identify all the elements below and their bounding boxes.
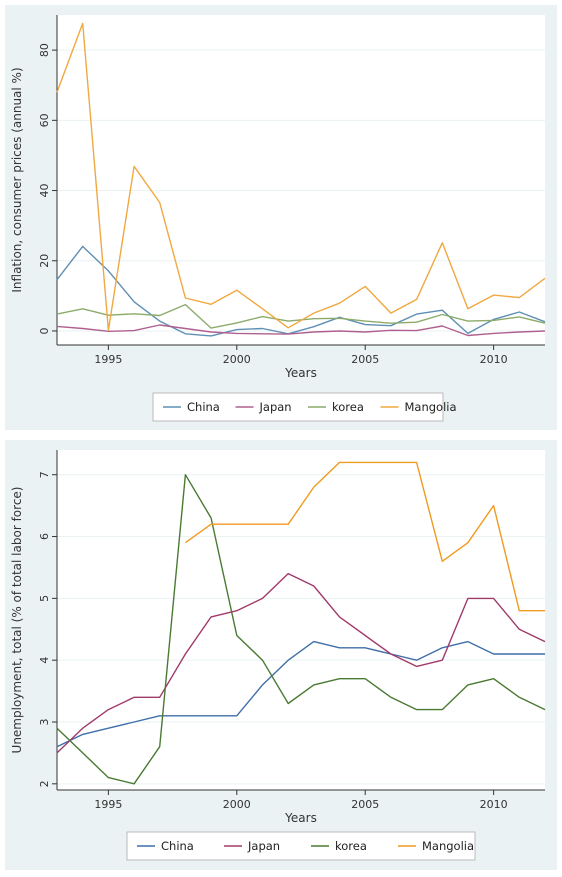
legend-label: korea (335, 839, 367, 853)
x-tick-label: 2005 (351, 798, 379, 811)
unemployment-chart-panel: 2 3 4 5 6 7 1995 2000 2005 2010 Years Unemployment,… (5, 440, 557, 870)
y-tick-label: 5 (38, 595, 51, 602)
y-tick-label: 6 (38, 533, 51, 540)
x-tick-label: 1995 (94, 798, 122, 811)
x-tick-label: 2000 (223, 353, 251, 366)
x-axis-label: Years (284, 811, 317, 825)
legend-label: Japan (259, 400, 292, 414)
y-axis-label: Unemployment, total (% of total labor fo… (10, 487, 24, 754)
series-line-mangolia (56, 22, 546, 331)
unemployment-line-chart: 2 3 4 5 6 7 1995 2000 2005 2010 Years Unemployment,… (10, 450, 546, 861)
y-tick-label: 0 (38, 327, 51, 334)
y-tick-label: 3 (38, 719, 51, 726)
series-line-japan (56, 572, 546, 754)
y-tick-label: 2 (38, 780, 51, 787)
inflation-chart-panel: 0 20 40 60 80 1995 2000 2005 2010 Years Inflation,… (5, 5, 557, 430)
y-tick-label: 40 (38, 184, 51, 198)
y-tick-label: 7 (38, 471, 51, 478)
y-tick-label: 80 (38, 43, 51, 57)
series-line-china (56, 640, 545, 748)
plot-area (57, 450, 545, 790)
y-tick-label: 20 (38, 254, 51, 268)
y-axis-label: Inflation, consumer prices (annual %) (10, 67, 24, 292)
legend-label: Mangolia (422, 839, 474, 853)
x-axis-label: Years (284, 366, 317, 380)
series-line-china (56, 245, 546, 337)
legend-label: China (187, 400, 220, 414)
plot-area (57, 15, 545, 345)
series-line-japan (56, 324, 546, 337)
legend-label: Mangolia (405, 400, 457, 414)
legend-label: Japan (247, 839, 280, 853)
legend-label: korea (332, 400, 364, 414)
x-tick-label: 2010 (480, 353, 508, 366)
series-line-mangolia (184, 461, 545, 612)
inflation-line-chart: 0 20 40 60 80 1995 2000 2005 2010 Years Inflation,… (10, 15, 546, 422)
x-tick-label: 2000 (223, 798, 251, 811)
legend (126, 831, 476, 861)
y-tick-label: 4 (38, 657, 51, 664)
legend-label: China (161, 839, 194, 853)
series-line-korea (56, 474, 546, 785)
y-tick-label: 60 (38, 113, 51, 127)
x-tick-label: 1995 (94, 353, 122, 366)
x-tick-label: 2010 (480, 798, 508, 811)
x-tick-label: 2005 (351, 353, 379, 366)
